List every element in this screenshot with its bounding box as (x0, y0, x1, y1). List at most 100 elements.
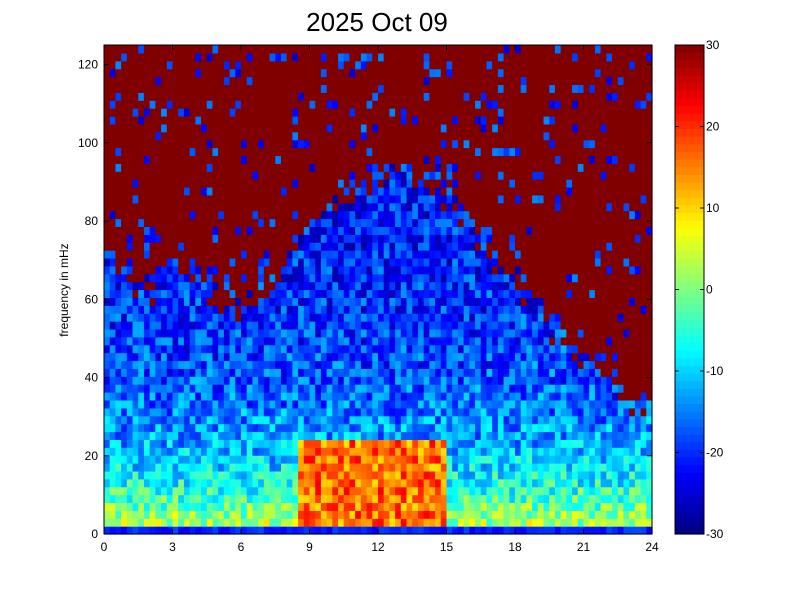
heatmap-cell (509, 494, 516, 504)
heatmap-cell (554, 131, 562, 141)
heatmap-cell (143, 376, 151, 385)
heatmap-cell (178, 352, 185, 362)
heatmap-cell (104, 179, 111, 188)
heatmap-cell (269, 257, 276, 267)
heatmap-cell (189, 76, 196, 86)
heatmap-cell (355, 289, 362, 298)
heatmap-cell (292, 155, 299, 164)
heatmap-cell (475, 384, 482, 393)
heatmap-cell (395, 281, 402, 291)
heatmap-cell (332, 139, 339, 149)
heatmap-cell (298, 163, 305, 172)
heatmap-cell (109, 328, 117, 338)
heatmap-cell (338, 431, 345, 440)
heatmap-cell (492, 502, 499, 511)
heatmap-cell (126, 218, 134, 228)
heatmap-cell (320, 257, 328, 267)
heatmap-cell (332, 447, 339, 456)
heatmap-cell (440, 376, 448, 385)
heatmap-cell (258, 494, 265, 504)
heatmap-cell (338, 265, 345, 275)
heatmap-cell (252, 186, 259, 196)
heatmap-cell (360, 123, 368, 133)
heatmap-cell (406, 163, 413, 172)
heatmap-cell (537, 423, 545, 433)
heatmap-cell (463, 518, 470, 527)
heatmap-cell (183, 68, 191, 78)
heatmap-cell (372, 257, 379, 267)
heatmap-cell (143, 108, 151, 117)
heatmap-cell (560, 257, 567, 267)
heatmap-cell (229, 273, 236, 283)
heatmap-cell (166, 313, 174, 322)
heatmap-cell (195, 139, 202, 149)
heatmap-cell (138, 226, 145, 235)
heatmap-cell (457, 123, 465, 133)
heatmap-cell (480, 384, 488, 393)
heatmap-cell (172, 526, 179, 535)
heatmap-cell (532, 163, 539, 172)
heatmap-cell (560, 242, 567, 251)
heatmap-cell (149, 52, 156, 62)
heatmap-cell (280, 470, 288, 480)
heatmap-cell (303, 234, 311, 243)
heatmap-cell (480, 250, 488, 259)
heatmap-cell (155, 384, 162, 393)
heatmap-cell (355, 384, 362, 393)
heatmap-cell (423, 289, 430, 298)
heatmap-cell (315, 502, 322, 511)
heatmap-cell (372, 108, 379, 117)
heatmap-cell (143, 360, 151, 369)
heatmap-cell (235, 486, 242, 496)
heatmap-cell (360, 352, 368, 362)
heatmap-cell (349, 234, 356, 243)
heatmap-cell (423, 108, 430, 117)
heatmap-cell (286, 202, 293, 212)
heatmap-cell (457, 186, 465, 196)
heatmap-cell (389, 526, 396, 535)
heatmap-cell (104, 45, 111, 54)
heatmap-cell (412, 257, 419, 267)
heatmap-cell (292, 478, 299, 488)
heatmap-cell (326, 186, 333, 196)
heatmap-cell (475, 265, 482, 275)
heatmap-cell (332, 218, 339, 228)
heatmap-cell (246, 45, 254, 54)
heatmap-cell (497, 486, 505, 496)
heatmap-cell (206, 163, 214, 172)
heatmap-cell (406, 92, 413, 101)
heatmap-cell (138, 376, 145, 385)
heatmap-cell (429, 313, 436, 322)
heatmap-cell (166, 494, 174, 504)
heatmap-cell (280, 155, 288, 164)
heatmap-cell (480, 76, 488, 86)
heatmap-cell (549, 257, 556, 267)
heatmap-cell (206, 328, 214, 338)
heatmap-cell (212, 486, 219, 496)
heatmap-cell (429, 328, 436, 338)
heatmap-cell (349, 115, 356, 125)
heatmap-cell (378, 186, 385, 196)
heatmap-cell (195, 242, 202, 251)
heatmap-cell (423, 392, 430, 401)
heatmap-cell (332, 455, 339, 464)
heatmap-cell (126, 305, 134, 314)
heatmap-cell (429, 171, 436, 180)
heatmap-cell (429, 486, 436, 496)
heatmap-cell (309, 305, 316, 314)
heatmap-cell (549, 108, 556, 117)
heatmap-cell (138, 186, 145, 196)
heatmap-cell (263, 321, 271, 330)
heatmap-cell (149, 526, 156, 535)
heatmap-cell (343, 392, 351, 401)
heatmap-cell (509, 384, 516, 393)
heatmap-cell (435, 463, 442, 472)
heatmap-cell (469, 234, 476, 243)
heatmap-cell (417, 470, 425, 480)
heatmap-cell (509, 123, 516, 133)
heatmap-cell (543, 344, 550, 354)
heatmap-cell (241, 321, 248, 330)
heatmap-cell (554, 265, 562, 275)
heatmap-cell (543, 407, 550, 417)
heatmap-cell (115, 273, 122, 283)
